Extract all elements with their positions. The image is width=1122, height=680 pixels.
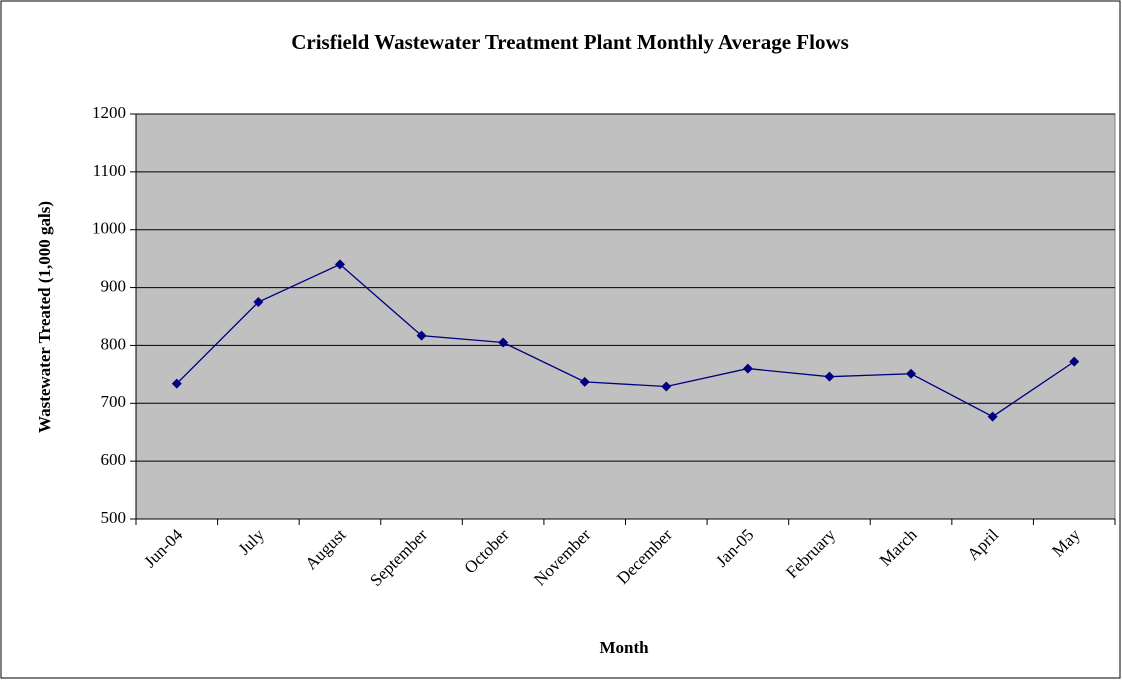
marker (661, 381, 672, 392)
marker (416, 330, 427, 341)
y-tick-label: 600 (101, 450, 127, 469)
y-tick-label: 1100 (93, 161, 126, 180)
series-line (176, 263, 1075, 418)
y-tick-label: 700 (101, 392, 127, 411)
marker (742, 363, 753, 374)
x-axis-label: Month (599, 638, 649, 657)
y-axis-label: Wastewater Treated (1,000 gals) (35, 201, 54, 433)
plot-area (135, 113, 1116, 520)
marker (579, 376, 590, 387)
marker (824, 371, 835, 382)
y-tick-label: 900 (101, 276, 127, 295)
y-tick-label: 1200 (92, 103, 126, 122)
y-tick-label: 1000 (92, 219, 126, 238)
y-tick-label: 500 (101, 508, 127, 527)
marker (1069, 356, 1080, 367)
marker (334, 259, 345, 270)
y-tick-label: 800 (101, 334, 127, 353)
marker (498, 337, 509, 348)
marker (171, 378, 182, 389)
chart-title: Crisfield Wastewater Treatment Plant Mon… (291, 30, 849, 54)
marker (253, 297, 264, 308)
marker (987, 411, 998, 422)
marker (906, 368, 917, 379)
